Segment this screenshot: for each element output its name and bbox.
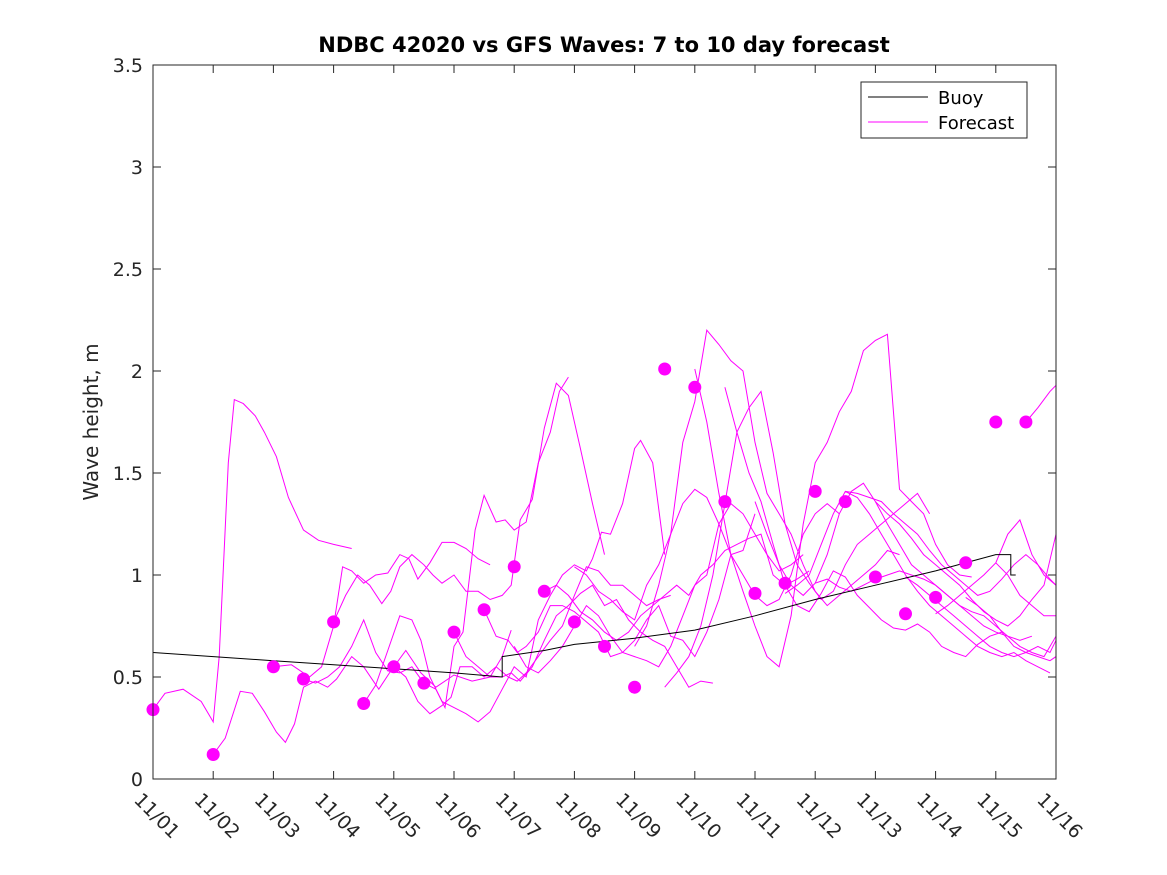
forecast-point [628, 681, 641, 694]
forecast-point [538, 585, 551, 598]
y-tick-label: 0.5 [113, 667, 143, 689]
y-tick-label: 2.5 [113, 259, 143, 281]
forecast-point [327, 615, 340, 628]
forecast-point [959, 556, 972, 569]
forecast-point [267, 660, 280, 673]
forecast-point [568, 615, 581, 628]
forecast-point [718, 495, 731, 508]
y-tick-label: 2 [131, 361, 143, 383]
forecast-point [357, 697, 370, 710]
forecast-point [899, 607, 912, 620]
forecast-point [658, 363, 671, 376]
forecast-point [478, 603, 491, 616]
forecast-point [207, 748, 220, 761]
forecast-point [779, 577, 792, 590]
legend-buoy-label: Buoy [938, 88, 984, 109]
y-tick-label: 1 [131, 565, 143, 587]
forecast-point [387, 660, 400, 673]
forecast-point [809, 485, 822, 498]
y-tick-label: 3.5 [113, 55, 143, 77]
forecast-point [297, 673, 310, 686]
plot-area [153, 65, 1056, 779]
legend-forecast-label: Forecast [938, 113, 1014, 134]
y-tick-label: 0 [131, 769, 143, 791]
forecast-point [869, 571, 882, 584]
y-tick-label: 3 [131, 157, 143, 179]
legend: Buoy Forecast [861, 82, 1027, 138]
chart-title: NDBC 42020 vs GFS Waves: 7 to 10 day for… [318, 33, 889, 57]
forecast-point [448, 626, 461, 639]
forecast-point [417, 677, 430, 690]
y-axis-label: Wave height, m [79, 343, 103, 500]
forecast-point [598, 640, 611, 653]
y-tick-label: 1.5 [113, 463, 143, 485]
forecast-point [749, 587, 762, 600]
forecast-point [508, 560, 521, 573]
forecast-point [1019, 416, 1032, 429]
forecast-point [839, 495, 852, 508]
forecast-point [929, 591, 942, 604]
forecast-point [989, 416, 1002, 429]
wave-height-chart: NDBC 42020 vs GFS Waves: 7 to 10 day for… [0, 0, 1167, 875]
forecast-point [688, 381, 701, 394]
